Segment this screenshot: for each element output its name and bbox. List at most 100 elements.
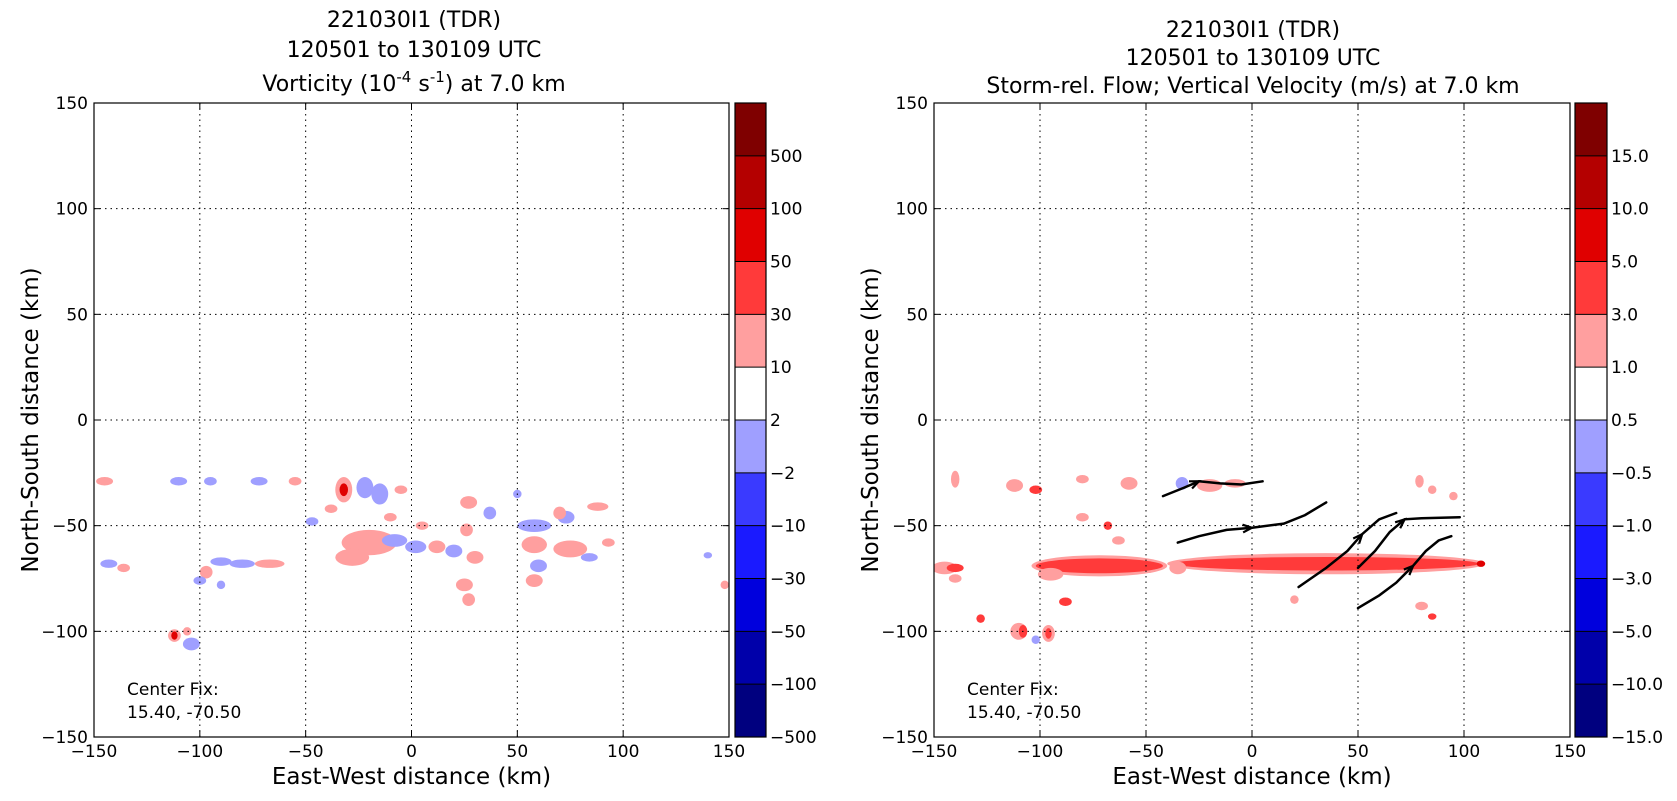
streamline [1161,480,1264,498]
streamline-arrowhead [1394,517,1407,529]
colorbar-swatch [735,367,766,420]
colorbar-swatch [735,631,766,685]
title-part-prefix: Vorticity (10 [262,72,396,97]
y-tick-label: −100 [41,622,88,642]
contour-blob [182,637,200,651]
contour-blob [356,477,374,499]
contour-blob [1037,567,1064,581]
contour-blob [324,504,338,513]
contour-blob [950,470,960,488]
contour-blob [1112,536,1125,545]
contour-blob [250,477,268,486]
contour-blob [483,506,497,520]
colorbar-frame [1574,102,1608,738]
colorbar-tick-label: −50 [770,622,806,642]
y-tick-label: −150 [41,728,88,748]
contour-blob [405,540,427,554]
x-tick-label: −100 [176,742,223,762]
x-tick-label: −150 [911,742,958,762]
contour-blob [521,536,547,554]
contour-blob [976,614,985,623]
contour-blob [1103,521,1113,530]
colorbar-tick-label: 15.0 [1611,147,1649,167]
contour-blob [1449,491,1458,501]
contour-blob [587,502,609,511]
contour-blob [1035,558,1163,574]
x-tick-label: −50 [288,742,324,762]
center-fix-annotation: Center Fix: [127,680,219,700]
contour-blob [100,559,118,568]
colorbar-swatch [1575,261,1607,315]
colorbar-swatch [735,420,766,473]
x-tick-label: 100 [607,742,639,762]
y-axis-label: North-South distance (km) [858,267,884,572]
colorbar-swatch [735,314,766,368]
contour-blob [371,483,389,505]
chart-title-line: 120501 to 130109 UTC [287,38,542,63]
contour-blob [171,631,178,640]
contour-blob [948,574,962,583]
colorbar-swatch [735,261,766,315]
colorbar-tick-label: −3.0 [1611,570,1652,590]
y-axis-label: North-South distance (km) [18,267,44,572]
colorbar-tick-label: −500 [770,728,817,748]
contour-blob [1120,477,1138,490]
contour-blob [460,523,473,537]
title-part-sup2: -1 [430,68,445,86]
contour-blob [553,506,567,520]
colorbar-tick-label: −10.0 [1611,675,1663,695]
contour-blob [305,517,319,526]
colorbar-tick-label: 1.0 [1611,358,1638,378]
x-axis-label: East-West distance (km) [1112,764,1391,790]
contour-blob [96,477,114,486]
grid-lines [94,103,729,737]
colorbar-swatch [735,155,766,209]
colorbar: −500 −100 −50 −30 −10 −2 2 10 30 50 100 500 [734,102,817,748]
contour-blob [381,534,408,547]
contour-blob [229,559,255,568]
colorbar-tick-label: 100 [770,200,802,220]
y-tick-label: 50 [66,305,88,325]
streamline-arrowhead [1242,523,1255,534]
plot-frame [933,102,1571,738]
contour-blob [204,477,217,486]
contour-blob [553,540,588,558]
colorbar-swatch [1575,314,1607,368]
chart-title-line: Storm-rel. Flow; Vertical Velocity (m/s)… [986,74,1519,99]
streamline-arrowhead [1352,531,1365,544]
colorbar-tick-label: 3.0 [1611,305,1638,325]
colorbar-swatch [1575,155,1607,209]
contour-blob [170,477,188,486]
colorbar-swatch [1575,631,1607,685]
y-tick-label: −50 [52,517,88,537]
title-part-mid: s [411,72,429,97]
x-tick-label: −100 [1017,742,1064,762]
contour-blob [602,538,615,547]
x-tick-label: 150 [713,742,745,762]
contour-blob [199,565,213,579]
colorbar-tick-label: 10 [770,358,792,378]
contour-blob [394,485,408,494]
colorbar-swatch [735,472,766,526]
y-tick-label: 150 [56,94,88,114]
contour-blob [428,540,446,554]
colorbar-tick-label: 2 [770,411,781,431]
contour-blob [1476,560,1486,567]
colorbar-swatch [1575,208,1607,262]
y-tick-label: −50 [892,517,928,537]
contour-blob [720,580,729,590]
colorbar-tick-label: −10 [770,517,806,537]
x-tick-label: −50 [1128,742,1164,762]
x-tick-label: 50 [1347,742,1369,762]
x-tick-label: 0 [1247,742,1258,762]
contour-blob [445,544,463,558]
center-fix-annotation: 15.40, -70.50 [967,703,1081,723]
x-axis-label: East-West distance (km) [272,764,551,790]
contour-blob [193,576,207,585]
colorbar-tick-label: 10.0 [1611,200,1649,220]
colorbar-tick-label: −15.0 [1611,728,1663,748]
contour-blob [462,593,475,606]
x-tick-label: −150 [71,742,118,762]
colorbar-tick-label: −0.5 [1611,464,1652,484]
